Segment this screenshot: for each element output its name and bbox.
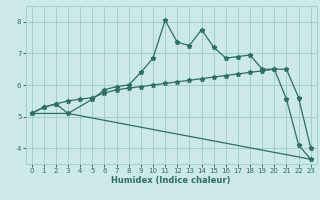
X-axis label: Humidex (Indice chaleur): Humidex (Indice chaleur)	[111, 176, 231, 185]
